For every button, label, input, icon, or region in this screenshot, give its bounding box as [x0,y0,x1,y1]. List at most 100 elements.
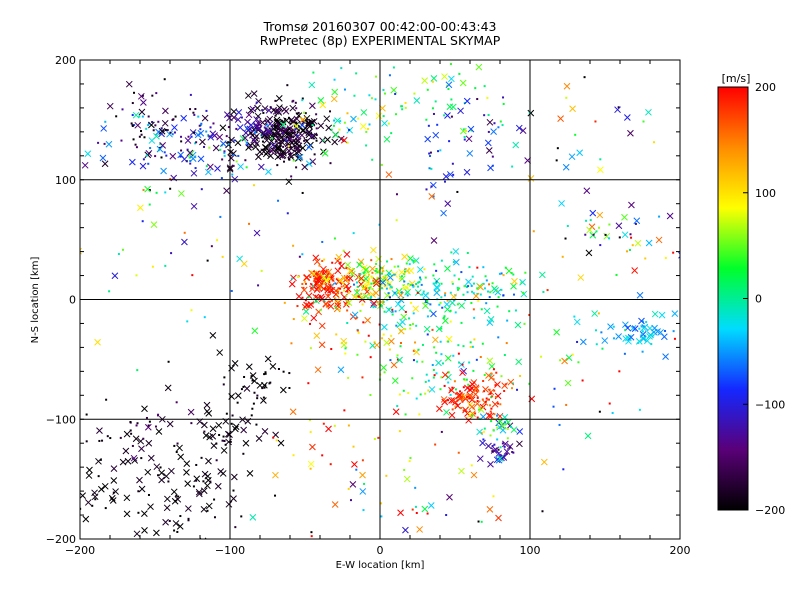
scatter-dot [171,133,174,136]
scatter-dot [382,333,385,336]
scatter-cross [477,406,485,414]
scatter-cross [569,105,576,113]
scatter-dot [368,123,371,126]
scatter-cross [310,314,318,322]
scatter-dot [462,345,465,348]
scatter-dot [221,255,224,258]
scatter-cross [255,435,263,442]
scatter-cross [269,141,277,149]
scatter-dot [352,268,355,271]
scatter-cross [459,79,467,87]
scatter-cross [330,95,338,103]
scatter-dot [440,282,443,285]
scatter-dot [330,348,333,351]
scatter-cross [444,265,451,272]
scatter-dot [336,289,339,292]
scatter-dot [357,117,360,120]
scatter-dot [318,296,321,299]
scatter-dot [330,128,333,131]
scatter-dot [652,334,655,337]
scatter-cross [153,132,160,140]
scatter-dot [195,141,198,144]
scatter-cross [230,495,237,503]
scatter-cross [162,107,169,115]
scatter-dot [566,224,569,227]
scatter-dot [328,281,331,284]
scatter-dot [449,393,452,396]
scatter-dot [599,158,602,161]
scatter-dot [368,287,371,290]
scatter-cross [331,138,339,146]
scatter-dot [148,122,151,125]
scatter-cross [585,249,593,257]
scatter-dot [159,466,162,469]
scatter-dot [404,328,407,331]
scatter-dot [231,414,234,417]
scatter-dot [396,405,399,408]
x-tick-label: 200 [670,544,691,557]
scatter-dot [304,299,307,302]
scatter-dot [585,219,588,222]
scatter-dot [309,347,312,350]
scatter-dot [138,115,141,118]
scatter-dot [154,155,157,158]
scatter-cross [234,139,242,147]
scatter-cross [190,202,198,210]
scatter-dot [399,341,402,344]
scatter-dot [480,432,483,435]
scatter-dot [94,498,97,501]
scatter-dot [268,127,271,130]
scatter-cross [300,286,308,294]
scatter-dot [363,271,366,274]
scatter-dot [193,113,196,116]
scatter-dot [452,173,455,176]
scatter-dot [589,219,592,222]
scatter-dot [187,517,190,520]
scatter-dot [487,113,490,116]
scatter-dot [362,285,365,288]
scatter-dot [222,383,225,386]
scatter-dot [294,128,297,131]
scatter-dot [155,191,158,194]
scatter-dot [496,438,499,441]
scatter-cross [589,209,597,217]
scatter-dot [558,423,561,426]
scatter-cross [496,455,504,462]
scatter-dot [388,295,391,298]
scatter-dot [365,130,368,133]
scatter-dot [421,293,424,296]
scatter-cross [101,482,109,490]
scatter-cross [486,357,494,365]
scatter-dot [489,392,492,395]
scatter-dot [370,275,373,278]
scatter-dot [233,139,236,142]
scatter-cross [158,130,165,138]
scatter-dot [493,122,496,125]
scatter-dot [252,184,255,187]
scatter-dot [261,387,264,390]
scatter-dot [398,277,401,280]
scatter-dot [699,333,701,335]
scatter-cross [476,455,484,463]
scatter-cross [260,131,268,139]
scatter-dot [315,113,318,116]
scatter-cross [176,523,184,530]
scatter-cross [80,247,82,255]
scatter-cross [249,372,257,379]
scatter-cross [615,222,623,230]
scatter-dot [460,407,463,410]
scatter-cross [210,442,218,450]
scatter-cross [486,118,494,126]
scatter-cross [196,490,203,498]
scatter-cross [130,454,138,462]
scatter-dot [264,119,267,122]
scatter-dot [209,480,212,483]
scatter-cross [155,428,163,435]
scatter-cross [243,385,251,392]
scatter-cross [183,468,190,476]
scatter-dot [187,135,190,138]
scatter-cross [516,440,523,448]
scatter-dot [514,309,517,312]
scatter-dot [623,352,626,355]
scatter-dot [274,494,277,497]
